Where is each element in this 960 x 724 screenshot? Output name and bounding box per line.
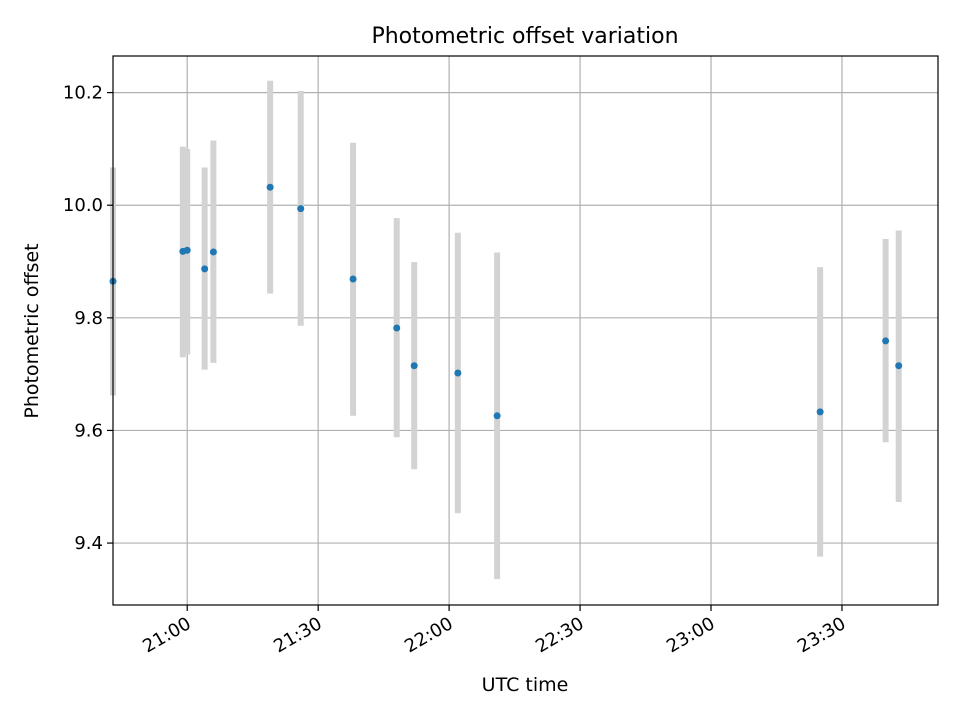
data-point — [895, 362, 903, 370]
data-point — [201, 265, 209, 273]
plot-frame — [112, 55, 939, 606]
data-point — [183, 246, 191, 254]
y-tick-label: 10.0 — [63, 195, 103, 216]
data-point — [454, 369, 462, 377]
grid-layer — [113, 56, 938, 605]
y-tick-label: 9.8 — [74, 308, 103, 329]
point-layer — [109, 183, 903, 420]
y-tick-label: 9.6 — [74, 420, 103, 441]
y-tick-label: 9.4 — [74, 533, 103, 554]
data-point — [882, 337, 890, 345]
data-point — [493, 412, 501, 420]
y-tick-label: 10.2 — [63, 83, 103, 104]
data-point — [410, 362, 418, 370]
data-point — [209, 248, 217, 256]
data-point — [297, 205, 305, 213]
x-axis-label: UTC time — [482, 674, 569, 696]
data-point — [349, 275, 357, 283]
chart-title: Photometric offset variation — [371, 24, 678, 49]
data-point — [393, 324, 401, 332]
data-point — [816, 408, 824, 416]
y-axis-label: Photometric offset — [21, 243, 43, 418]
data-point — [266, 183, 274, 191]
